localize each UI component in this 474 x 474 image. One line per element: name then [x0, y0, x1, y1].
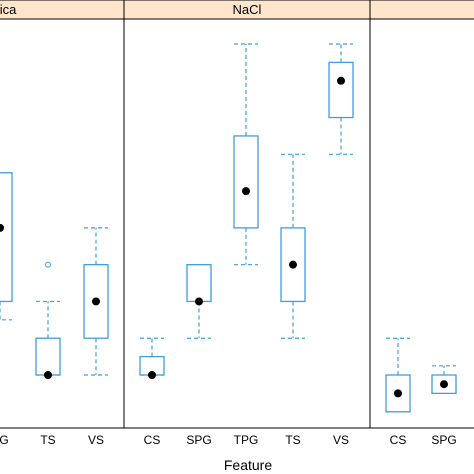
box-3-spg-median-dot: [440, 380, 448, 389]
tick-label-2-vs: VS: [333, 433, 349, 447]
tick-label-2-spg: SPG: [186, 433, 211, 447]
panel-boxes-3: [385, 337, 457, 413]
box-2-vs-median-dot: [337, 76, 345, 85]
box-2-ts-median-dot: [289, 260, 297, 269]
tick-label-group: PG TS VS CS SPG TPG TS VS CS SPG: [0, 433, 457, 447]
box-1-pg-iqr-box: [0, 172, 13, 303]
tick-label-1-pg: PG: [0, 433, 9, 447]
tick-label-3-cs: CS: [390, 433, 407, 447]
panel-title-2: NaCl: [233, 2, 262, 17]
box-2-spg-median-dot: [195, 297, 203, 306]
tick-label-2-ts: TS: [285, 433, 300, 447]
box-1-ts-median-dot: [44, 371, 52, 379]
panel-group: [0, 18, 474, 429]
box-2-cs-median-dot: [148, 371, 156, 379]
panel-frame-3: [369, 18, 474, 429]
strip-group: ica NaCl: [0, 0, 474, 20]
box-2-vs-iqr-box: [328, 61, 354, 119]
box-2-spg-iqr-box: [186, 264, 212, 303]
box-3-cs-median-dot: [394, 389, 402, 398]
box-2-tpg: [233, 43, 259, 266]
box-2-ts: [280, 153, 306, 339]
box-3-spg: [431, 365, 457, 395]
box-3-cs: [385, 337, 411, 413]
box-2-vs: [328, 43, 354, 155]
box-1-ts: [35, 261, 61, 379]
tick-label-1-ts: TS: [40, 433, 55, 447]
panel-boxes-1: [0, 172, 109, 379]
panel-boxes-2: [139, 43, 354, 379]
tick-label-2-cs: CS: [144, 433, 161, 447]
panel-title-1: ica: [0, 2, 17, 17]
box-1-ts-iqr-box: [35, 337, 61, 376]
box-1-ts-outlier-1: [45, 261, 51, 268]
box-2-spg: [186, 264, 212, 339]
tick-label-1-vs: VS: [88, 433, 104, 447]
box-2-cs: [139, 337, 165, 379]
box-1-pg-median-dot: [0, 223, 4, 232]
tick-label-3-spg: SPG: [431, 433, 456, 447]
box-1-vs-median-dot: [92, 297, 100, 306]
panel-strip-3: [369, 0, 474, 20]
panel-strip-1: [0, 0, 125, 20]
box-2-tpg-median-dot: [242, 187, 250, 196]
x-axis-label: Feature: [224, 457, 272, 473]
box-2-tpg-iqr-box: [233, 135, 259, 229]
box-1-pg: [0, 172, 13, 321]
box-1-vs: [83, 227, 109, 376]
tick-label-2-tpg: TPG: [234, 433, 259, 447]
